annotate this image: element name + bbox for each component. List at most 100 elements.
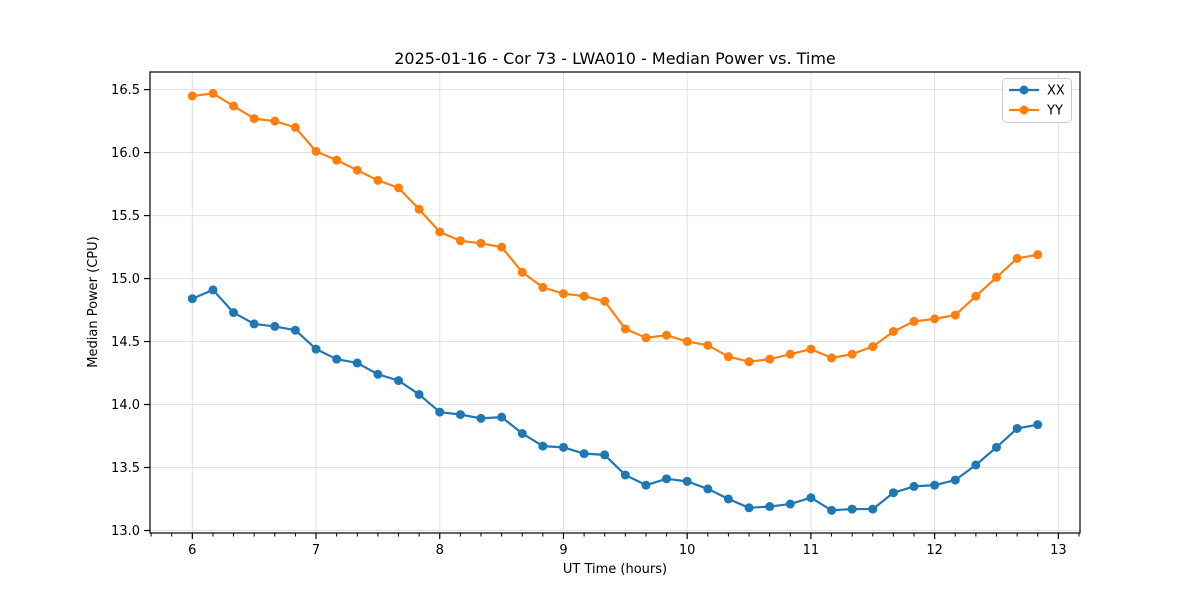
- legend-label-yy: YY: [1046, 104, 1063, 119]
- x-tick-label: 9: [559, 543, 567, 558]
- data-point-yy: [600, 296, 610, 306]
- y-tick-label: 16.0: [111, 146, 140, 161]
- data-point-yy: [888, 326, 898, 336]
- y-tick-label: 15.0: [111, 272, 140, 287]
- data-point-yy: [806, 344, 816, 354]
- data-point-yy: [1033, 250, 1043, 260]
- series-layer: [187, 88, 1043, 515]
- data-point-xx: [229, 308, 239, 318]
- x-tick-label: 12: [926, 543, 943, 558]
- data-point-yy: [558, 289, 568, 299]
- chart-title: 2025-01-16 - Cor 73 - LWA010 - Median Po…: [394, 49, 836, 68]
- data-point-xx: [991, 442, 1001, 452]
- data-point-xx: [744, 503, 754, 513]
- y-tick-label: 13.5: [111, 461, 140, 476]
- y-axis-label: Median Power (CPU): [86, 236, 101, 367]
- data-point-xx: [187, 294, 197, 304]
- data-point-yy: [703, 340, 713, 350]
- data-point-yy: [868, 342, 878, 352]
- data-point-yy: [950, 310, 960, 320]
- data-point-yy: [414, 204, 424, 214]
- data-point-xx: [249, 319, 259, 329]
- data-point-yy: [538, 282, 548, 292]
- data-point-xx: [600, 450, 610, 460]
- data-point-yy: [208, 88, 218, 98]
- data-point-yy: [249, 114, 259, 124]
- y-tick-label: 16.5: [111, 83, 140, 98]
- data-point-xx: [930, 480, 940, 490]
- x-tick-label: 10: [679, 543, 696, 558]
- y-tick-labels: 13.0 13.5 14.0 14.5 15.0 15.5 16.0 16.5: [111, 83, 140, 539]
- data-point-yy: [476, 238, 486, 248]
- data-point-xx: [620, 470, 630, 480]
- x-tick-label: 8: [436, 543, 444, 558]
- y-tick-label: 15.5: [111, 209, 140, 224]
- x-tick-labels: 6 7 8 9 10 11 12 13: [188, 543, 1066, 558]
- data-point-xx: [476, 413, 486, 423]
- data-point-xx: [208, 285, 218, 295]
- data-point-yy: [332, 155, 342, 165]
- data-point-yy: [187, 91, 197, 101]
- data-point-xx: [497, 412, 507, 422]
- data-point-yy: [847, 349, 857, 359]
- data-point-yy: [311, 146, 321, 156]
- x-tick-label: 6: [188, 543, 196, 558]
- data-point-xx: [1033, 420, 1043, 430]
- plot-border: [149, 71, 1081, 534]
- data-point-xx: [435, 407, 445, 417]
- x-tick-label: 13: [1050, 543, 1067, 558]
- data-point-xx: [290, 325, 300, 335]
- data-point-yy: [1012, 253, 1022, 263]
- data-point-xx: [703, 484, 713, 494]
- data-point-xx: [888, 488, 898, 498]
- x-axis-label: UT Time (hours): [563, 562, 667, 577]
- legend: XX YY: [1002, 78, 1072, 123]
- data-point-yy: [352, 165, 362, 175]
- data-point-yy: [930, 314, 940, 324]
- data-point-xx: [785, 499, 795, 509]
- data-point-xx: [662, 474, 672, 484]
- data-point-yy: [435, 227, 445, 237]
- data-point-yy: [290, 122, 300, 132]
- data-point-xx: [332, 354, 342, 364]
- data-point-xx: [558, 442, 568, 452]
- data-point-xx: [868, 504, 878, 514]
- data-point-xx: [950, 475, 960, 485]
- data-point-xx: [517, 428, 527, 438]
- data-point-xx: [971, 460, 981, 470]
- data-point-xx: [909, 481, 919, 491]
- data-point-xx: [641, 480, 651, 490]
- data-point-yy: [579, 291, 589, 301]
- data-point-yy: [909, 316, 919, 326]
- data-point-yy: [662, 330, 672, 340]
- data-point-xx: [270, 321, 280, 331]
- y-tick-label: 14.5: [111, 335, 140, 350]
- data-point-yy: [497, 242, 507, 252]
- data-point-xx: [579, 449, 589, 459]
- data-point-yy: [455, 236, 465, 246]
- data-point-xx: [373, 369, 383, 379]
- data-point-xx: [723, 494, 733, 504]
- data-point-xx: [806, 493, 816, 503]
- y-tick-label: 13.0: [111, 524, 140, 539]
- legend-label-xx: XX: [1047, 84, 1065, 99]
- data-point-yy: [641, 333, 651, 343]
- legend-marker-yy: [1019, 105, 1029, 115]
- y-tick-label: 14.0: [111, 398, 140, 413]
- data-point-yy: [620, 324, 630, 334]
- data-point-yy: [765, 354, 775, 364]
- data-point-xx: [682, 476, 692, 486]
- data-point-xx: [394, 376, 404, 386]
- data-point-yy: [723, 352, 733, 362]
- x-tick-label: 7: [312, 543, 320, 558]
- data-point-yy: [971, 291, 981, 301]
- data-point-yy: [517, 267, 527, 277]
- data-point-yy: [682, 337, 692, 347]
- data-point-xx: [538, 441, 548, 451]
- data-point-xx: [847, 504, 857, 514]
- data-point-yy: [394, 183, 404, 193]
- data-point-yy: [744, 357, 754, 367]
- data-point-xx: [352, 358, 362, 368]
